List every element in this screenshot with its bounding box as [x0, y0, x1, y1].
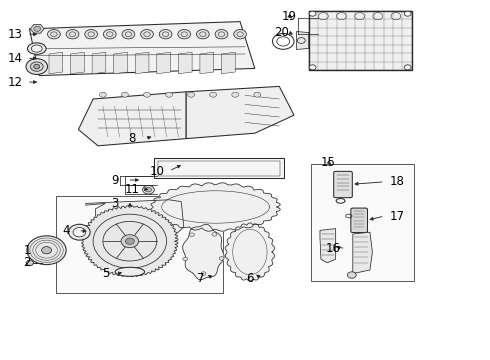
Circle shape: [144, 92, 150, 97]
Polygon shape: [225, 223, 274, 281]
Text: 7: 7: [197, 273, 205, 285]
Circle shape: [309, 65, 316, 70]
FancyBboxPatch shape: [351, 208, 368, 233]
Circle shape: [146, 188, 151, 192]
Text: 6: 6: [246, 273, 254, 285]
Polygon shape: [183, 224, 224, 280]
Circle shape: [201, 272, 206, 275]
Circle shape: [159, 30, 172, 39]
Text: 9: 9: [111, 174, 119, 186]
Polygon shape: [320, 229, 336, 263]
Text: 1: 1: [23, 244, 31, 257]
Text: 3: 3: [111, 197, 119, 210]
Circle shape: [122, 92, 128, 97]
Circle shape: [121, 235, 139, 248]
Polygon shape: [30, 24, 44, 33]
Circle shape: [215, 30, 228, 39]
Polygon shape: [29, 22, 255, 76]
Polygon shape: [71, 52, 84, 74]
Text: 19: 19: [282, 10, 296, 23]
Polygon shape: [151, 183, 280, 231]
Polygon shape: [200, 52, 214, 74]
Polygon shape: [309, 11, 412, 70]
Polygon shape: [186, 86, 294, 139]
Circle shape: [122, 30, 135, 39]
Circle shape: [219, 257, 224, 260]
Circle shape: [26, 59, 48, 75]
Text: 13: 13: [7, 28, 22, 41]
Circle shape: [73, 228, 86, 237]
Polygon shape: [92, 52, 106, 74]
Circle shape: [210, 92, 217, 97]
Circle shape: [254, 92, 261, 97]
Text: 18: 18: [390, 175, 404, 188]
Text: 10: 10: [149, 165, 164, 177]
Circle shape: [196, 30, 209, 39]
Ellipse shape: [115, 267, 145, 276]
Circle shape: [34, 26, 41, 31]
Circle shape: [69, 224, 90, 240]
Circle shape: [232, 92, 239, 97]
Text: 14: 14: [7, 52, 22, 65]
Circle shape: [188, 92, 195, 97]
Circle shape: [178, 30, 191, 39]
Text: 2: 2: [23, 256, 31, 269]
Circle shape: [347, 272, 356, 278]
Circle shape: [125, 238, 134, 244]
Text: 20: 20: [274, 26, 289, 39]
Polygon shape: [26, 260, 34, 265]
Circle shape: [48, 30, 60, 39]
Ellipse shape: [27, 43, 46, 54]
Circle shape: [212, 233, 217, 236]
Text: 5: 5: [101, 267, 109, 280]
Circle shape: [99, 92, 106, 97]
Circle shape: [143, 185, 154, 194]
Polygon shape: [86, 200, 184, 238]
Polygon shape: [78, 92, 186, 146]
Polygon shape: [353, 232, 372, 274]
Circle shape: [166, 92, 172, 97]
Bar: [56, 196, 223, 293]
Polygon shape: [178, 52, 192, 74]
Circle shape: [141, 30, 153, 39]
Circle shape: [404, 11, 411, 16]
Polygon shape: [81, 206, 178, 277]
Bar: [158, 161, 280, 176]
Text: 11: 11: [125, 183, 140, 195]
Polygon shape: [296, 32, 309, 50]
Circle shape: [85, 30, 98, 39]
Polygon shape: [157, 52, 171, 74]
Ellipse shape: [31, 45, 42, 52]
FancyBboxPatch shape: [334, 171, 352, 198]
Circle shape: [66, 30, 79, 39]
Text: 16: 16: [326, 242, 341, 255]
Circle shape: [234, 30, 246, 39]
Circle shape: [34, 64, 40, 69]
Text: 17: 17: [390, 210, 404, 222]
Polygon shape: [221, 52, 235, 74]
Circle shape: [27, 236, 66, 265]
Text: 15: 15: [321, 156, 336, 168]
Circle shape: [183, 257, 188, 261]
Polygon shape: [49, 52, 63, 74]
Text: 8: 8: [128, 132, 136, 145]
Text: 12: 12: [7, 76, 22, 89]
Circle shape: [404, 65, 411, 70]
Circle shape: [103, 30, 116, 39]
Circle shape: [30, 62, 43, 71]
Bar: [154, 158, 284, 178]
Polygon shape: [135, 52, 149, 74]
Circle shape: [309, 11, 316, 16]
Circle shape: [42, 247, 51, 254]
Text: 4: 4: [62, 224, 70, 237]
Bar: [311, 164, 414, 281]
Polygon shape: [114, 52, 127, 74]
Circle shape: [190, 233, 195, 237]
